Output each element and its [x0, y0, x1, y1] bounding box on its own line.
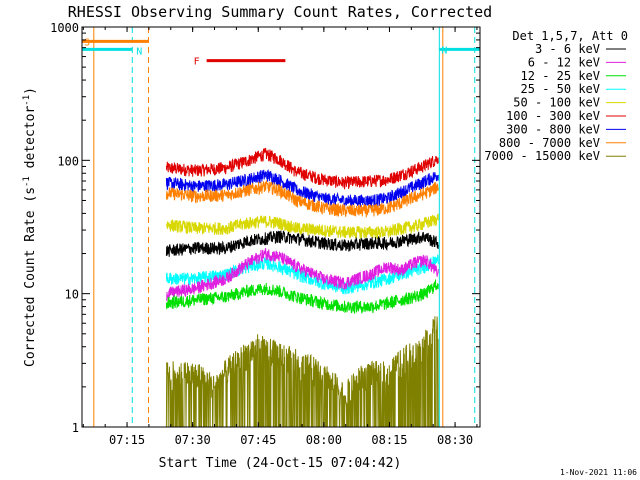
legend-entry-label: 50 - 100 keV — [513, 96, 600, 110]
x-tick-label: 08:30 — [437, 433, 473, 447]
series-line-12-25-kev — [165, 279, 439, 314]
y-tick-label: 100 — [57, 154, 79, 168]
series-line-100-300-kev — [165, 147, 439, 190]
legend-entry-label: 800 - 7000 keV — [499, 136, 600, 150]
series-line-25-50-kev — [165, 254, 439, 295]
x-axis-ticks: 07:15 07:30 07:45 08:00 08:15 08:30 — [82, 27, 478, 447]
plot-area-frame — [81, 26, 481, 428]
x-tick-label: 08:00 — [306, 433, 342, 447]
flag-label: N — [136, 46, 142, 57]
series-line-50-100-kev — [165, 213, 439, 240]
y-axis-label-part: Corrected Count Rate (s — [23, 187, 38, 367]
y-tick-label: 1000 — [50, 21, 79, 35]
y-axis-ticks: 1 10 100 1000 — [50, 21, 480, 435]
y-axis-label-exponent: -1 — [22, 176, 32, 187]
series-line-3-6-kev — [165, 230, 439, 257]
series-line-6-12-kev — [165, 248, 439, 302]
y-axis-label-part: ) — [23, 87, 38, 95]
x-tick-label: 07:15 — [109, 433, 145, 447]
marker-layer — [93, 27, 476, 427]
generated-timestamp: 1-Nov-2021 11:06 — [560, 468, 637, 477]
flag-label: F — [194, 57, 200, 68]
legend-entry-label: 100 - 300 keV — [506, 109, 600, 123]
legend-title: Det 1,5,7, Att 0 — [512, 29, 628, 43]
flag-layer: S N N F — [82, 37, 480, 68]
y-tick-label: 1 — [72, 421, 79, 435]
y-axis-label: Corrected Count Rate (s-1 detector-1) — [22, 87, 38, 367]
legend-entry-label: 12 - 25 keV — [521, 69, 600, 83]
x-tick-label: 07:45 — [240, 433, 276, 447]
x-tick-label: 07:30 — [175, 433, 211, 447]
legend-entry-label: 3 - 6 keV — [535, 42, 600, 56]
legend-entry-label: 25 - 50 keV — [521, 82, 600, 96]
legend-entry-label: 6 - 12 keV — [528, 55, 600, 69]
y-axis-label-part: detector — [23, 106, 38, 177]
chart-title: RHESSI Observing Summary Count Rates, Co… — [68, 3, 492, 21]
series-layer — [165, 147, 439, 428]
legend-entry-label: 300 - 800 keV — [506, 122, 600, 136]
flag-label: S — [84, 37, 90, 48]
y-tick-label: 10 — [65, 288, 79, 302]
flag-label: N — [441, 45, 447, 56]
series-line-7000-15000-kev — [165, 316, 439, 428]
series-line-800-7000-kev — [165, 180, 439, 218]
y-axis-label-exponent: -1 — [22, 95, 32, 106]
x-axis-label: Start Time (24-Oct-15 07:04:42) — [159, 456, 402, 471]
legend-entry-label: 7000 - 15000 keV — [484, 149, 600, 163]
x-tick-label: 08:15 — [371, 433, 407, 447]
